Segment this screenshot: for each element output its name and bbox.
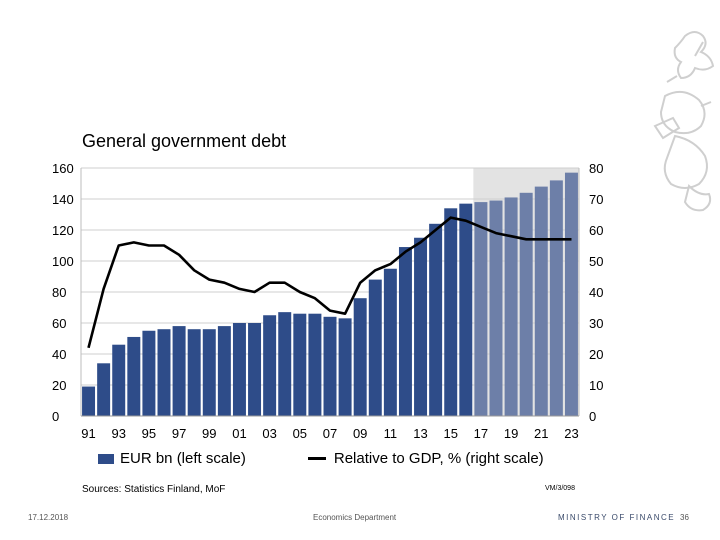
right-tick-label: 60 [589, 223, 603, 238]
x-tick-label: 11 [384, 426, 398, 441]
left-tick-label: 120 [52, 223, 74, 238]
right-tick-label: 70 [589, 192, 603, 207]
right-tick-label: 0 [589, 409, 596, 424]
bar-19 [504, 197, 518, 416]
bar-07 [323, 316, 337, 416]
x-tick-label: 99 [202, 426, 216, 441]
legend-line-label: Relative to GDP, % (right scale) [333, 450, 544, 467]
legend-bar-label: EUR bn (left scale) [120, 450, 246, 467]
bar-16 [459, 203, 473, 416]
bar-00 [217, 326, 231, 416]
right-tick-label: 20 [589, 347, 603, 362]
left-tick-label: 20 [52, 378, 66, 393]
bar-95 [142, 330, 156, 416]
bar-10 [368, 279, 382, 416]
bar-15 [444, 208, 458, 416]
x-tick-label: 23 [564, 426, 578, 441]
bar-05 [293, 313, 307, 416]
bar-99 [202, 329, 216, 416]
x-tick-label: 05 [293, 426, 307, 441]
chart-code: VM/3/098 [545, 485, 575, 492]
bar-94 [127, 336, 141, 416]
bar-20 [519, 192, 533, 416]
bar-02 [248, 323, 262, 416]
x-tick-label: 95 [142, 426, 156, 441]
bar-13 [414, 237, 428, 416]
bar-11 [383, 268, 397, 416]
bar-06 [308, 313, 322, 416]
footer-department: Economics Department [313, 513, 397, 522]
left-tick-label: 40 [52, 347, 66, 362]
bar-91 [82, 386, 96, 416]
bar-97 [172, 326, 186, 416]
bar-12 [398, 247, 412, 416]
bar-92 [97, 363, 111, 416]
bar-22 [549, 180, 563, 416]
x-tick-label: 17 [474, 426, 488, 441]
gdp-ratio-line [87, 216, 572, 349]
bar-18 [489, 200, 503, 416]
x-tick-label: 19 [504, 426, 518, 441]
x-tick-label: 91 [81, 426, 95, 441]
bar-09 [353, 298, 367, 416]
bar-23 [564, 172, 578, 416]
right-tick-label: 30 [589, 316, 603, 331]
footer-page-number: 36 [680, 513, 689, 522]
chart-title: General government debt [82, 131, 287, 151]
chart-legend: EUR bn (left scale) Relative to GDP, % (… [98, 450, 544, 467]
x-tick-label: 21 [534, 426, 548, 441]
bar-01 [232, 323, 246, 416]
bar-17 [474, 202, 488, 416]
left-tick-label: 60 [52, 316, 66, 331]
x-tick-label: 93 [111, 426, 125, 441]
bar-21 [534, 186, 548, 416]
footer-date: 17.12.2018 [28, 513, 69, 522]
sources-note: Sources: Statistics Finland, MoF [82, 484, 226, 495]
x-tick-label: 03 [262, 426, 276, 441]
bar-93 [112, 344, 126, 416]
x-tick-label: 13 [413, 426, 427, 441]
bar-04 [278, 312, 292, 416]
footer-ministry: MINISTRY OF FINANCE [558, 513, 676, 522]
left-tick-label: 80 [52, 285, 66, 300]
x-tick-label: 01 [232, 426, 246, 441]
left-tick-label: 160 [52, 161, 74, 176]
x-tick-label: 97 [172, 426, 186, 441]
x-tick-label: 07 [323, 426, 337, 441]
bar-08 [338, 318, 352, 416]
finland-lion-emblem-icon [653, 31, 715, 212]
bar-96 [157, 329, 171, 416]
right-tick-label: 80 [589, 161, 603, 176]
bar-03 [263, 315, 277, 416]
legend-line-swatch [307, 457, 326, 460]
left-tick-label: 100 [52, 254, 74, 269]
x-tick-label: 15 [443, 426, 457, 441]
x-tick-label: 09 [353, 426, 367, 441]
right-tick-label: 10 [589, 378, 603, 393]
bar-98 [187, 329, 201, 416]
right-tick-label: 40 [589, 285, 603, 300]
left-tick-label: 0 [52, 409, 59, 424]
bar-14 [429, 223, 443, 416]
right-tick-label: 50 [589, 254, 603, 269]
left-tick-label: 140 [52, 192, 74, 207]
legend-bar-swatch [98, 453, 114, 464]
